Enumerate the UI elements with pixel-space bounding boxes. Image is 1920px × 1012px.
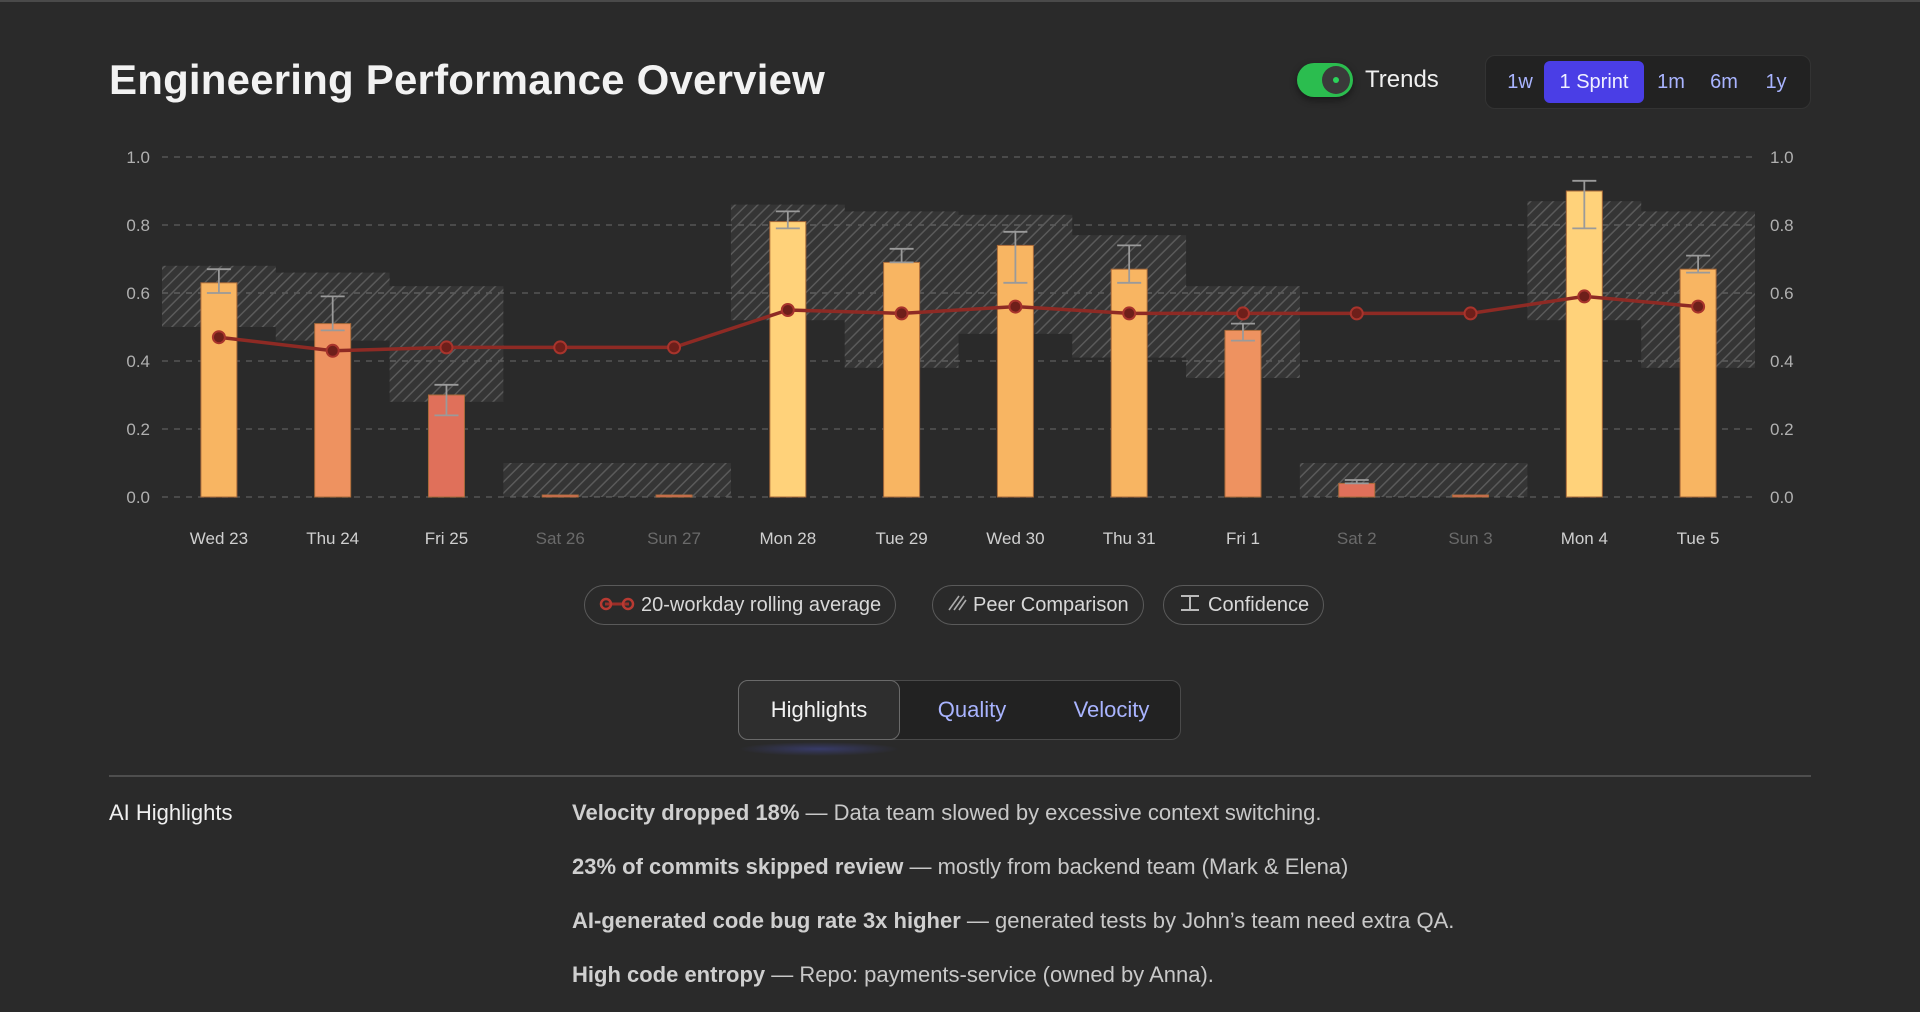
rolling-average-point bbox=[325, 343, 340, 358]
y-tick-label-right: 0.4 bbox=[1770, 352, 1794, 371]
bar bbox=[1565, 190, 1603, 498]
rolling-average-point bbox=[1008, 299, 1023, 314]
y-tick-label-left: 0.8 bbox=[126, 216, 150, 235]
bar bbox=[1110, 268, 1148, 498]
rolling-average-point bbox=[1235, 306, 1250, 321]
highlight-text: — Repo: payments-service (owned by Anna)… bbox=[765, 962, 1214, 987]
rolling-average-point bbox=[894, 306, 909, 321]
legend-confidence-label: Confidence bbox=[1208, 594, 1310, 616]
highlight-bold: AI-generated code bug rate 3x higher bbox=[572, 908, 961, 933]
y-tick-label-left: 0.0 bbox=[126, 488, 150, 507]
range-6m-button[interactable]: 6m bbox=[1710, 71, 1738, 93]
legend-rolling-average-label: 20-workday rolling average bbox=[641, 594, 882, 616]
y-tick-label-right: 0.8 bbox=[1770, 216, 1794, 235]
tab-highlights[interactable]: Highlights bbox=[738, 680, 900, 740]
highlight-bold: Velocity dropped 18% bbox=[572, 800, 800, 825]
bar bbox=[1224, 329, 1262, 498]
y-tick-label-right: 0.0 bbox=[1770, 488, 1794, 507]
x-tick-label: Tue 5 bbox=[1677, 529, 1720, 548]
x-tick-label: Thu 24 bbox=[306, 529, 359, 548]
time-range-selector: 1w 1 Sprint 1m 6m 1y bbox=[1485, 55, 1811, 109]
highlight-bold: High code entropy bbox=[572, 962, 766, 987]
bar bbox=[1452, 494, 1490, 498]
x-tick-label: Mon 28 bbox=[759, 529, 816, 548]
x-tick-label: Mon 4 bbox=[1561, 529, 1608, 548]
x-tick-label: Thu 31 bbox=[1103, 529, 1156, 548]
y-tick-label-left: 1.0 bbox=[126, 148, 150, 167]
peer-comparison-band bbox=[1413, 463, 1528, 497]
highlight-item: High code entropy — Repo: payments-servi… bbox=[572, 962, 1214, 988]
rolling-average-point bbox=[1577, 289, 1592, 304]
y-tick-label-right: 1.0 bbox=[1770, 148, 1794, 167]
toggle-knob bbox=[1322, 66, 1350, 94]
y-tick-label-right: 0.2 bbox=[1770, 420, 1794, 439]
x-tick-label: Sun 3 bbox=[1448, 529, 1492, 548]
bar bbox=[996, 244, 1034, 498]
bar bbox=[541, 494, 579, 498]
rolling-average-point bbox=[439, 340, 454, 355]
view-tabs: Highlights Quality Velocity bbox=[738, 680, 1181, 740]
peer-comparison-band bbox=[503, 463, 618, 497]
x-tick-label: Sat 2 bbox=[1337, 529, 1377, 548]
highlight-item: 23% of commits skipped review — mostly f… bbox=[572, 854, 1348, 880]
rolling-average-line-icon bbox=[599, 587, 635, 625]
peer-comparison-band bbox=[617, 463, 731, 497]
rolling-average-point bbox=[1349, 306, 1364, 321]
ai-highlights-label: AI Highlights bbox=[109, 800, 233, 825]
x-tick-label: Wed 30 bbox=[986, 529, 1044, 548]
highlight-item: Velocity dropped 18% — Data team slowed … bbox=[572, 800, 1322, 826]
legend-peer-comparison[interactable]: Peer Comparison bbox=[932, 585, 1144, 625]
trends-toggle[interactable] bbox=[1297, 63, 1353, 97]
y-tick-label-right: 0.6 bbox=[1770, 284, 1794, 303]
highlight-text: — generated tests by John’s team need ex… bbox=[960, 908, 1455, 933]
highlight-text: — Data team slowed by excessive context … bbox=[799, 800, 1322, 825]
error-bar-icon bbox=[1178, 587, 1202, 625]
range-1-sprint-button[interactable]: 1 Sprint bbox=[1544, 61, 1644, 103]
highlight-text: — mostly from backend team (Mark & Elena… bbox=[903, 854, 1349, 879]
bar bbox=[200, 282, 238, 498]
range-1m-button[interactable]: 1m bbox=[1657, 71, 1685, 93]
active-tab-glow bbox=[738, 742, 900, 756]
x-tick-label: Sun 27 bbox=[647, 529, 701, 548]
bar bbox=[1338, 482, 1376, 498]
rolling-average-point bbox=[1122, 306, 1137, 321]
tab-quality[interactable]: Quality bbox=[937, 697, 1007, 722]
page-title: Engineering Performance Overview bbox=[109, 56, 825, 103]
performance-chart: 0.0 0.0 0.2 0.2 0.4 0.4 0.6 0.6 0.8 0.8 1.0 1.0 Wed … bbox=[126, 148, 1794, 548]
range-1y-button[interactable]: 1y bbox=[1765, 71, 1787, 93]
x-tick-label: Fri 25 bbox=[425, 529, 468, 548]
range-1w-button[interactable]: 1w bbox=[1507, 71, 1533, 93]
rolling-average-point bbox=[1691, 299, 1706, 314]
tab-velocity[interactable]: Velocity bbox=[1073, 697, 1150, 722]
top-border bbox=[0, 0, 1920, 2]
rolling-average-point bbox=[780, 303, 795, 317]
x-tick-label: Tue 29 bbox=[875, 529, 927, 548]
y-tick-label-left: 0.6 bbox=[126, 284, 150, 303]
highlight-item: AI-generated code bug rate 3x higher — g… bbox=[572, 908, 1454, 934]
bar bbox=[883, 261, 921, 498]
trends-label: Trends bbox=[1365, 66, 1439, 93]
rolling-average-point bbox=[211, 330, 226, 345]
x-tick-label: Wed 23 bbox=[190, 529, 248, 548]
highlight-bold: 23% of commits skipped review bbox=[572, 854, 904, 879]
rolling-average-line bbox=[218, 294, 1699, 353]
section-divider bbox=[109, 775, 1811, 777]
rolling-average-point bbox=[553, 340, 568, 355]
y-tick-label-left: 0.2 bbox=[126, 420, 150, 439]
x-tick-label: Sat 26 bbox=[536, 529, 585, 548]
toggle-dot-icon bbox=[1333, 77, 1339, 83]
legend-peer-comparison-label: Peer Comparison bbox=[973, 594, 1129, 616]
rolling-average-point bbox=[667, 340, 682, 355]
bar bbox=[655, 494, 693, 498]
rolling-average-point bbox=[1463, 306, 1478, 321]
y-tick-label-left: 0.4 bbox=[126, 352, 150, 371]
hatch-pattern-icon bbox=[947, 587, 967, 625]
bar bbox=[769, 221, 807, 498]
legend-confidence[interactable]: Confidence bbox=[1163, 585, 1325, 625]
x-tick-label: Fri 1 bbox=[1226, 529, 1260, 548]
legend-rolling-average[interactable]: 20-workday rolling average bbox=[584, 585, 897, 625]
